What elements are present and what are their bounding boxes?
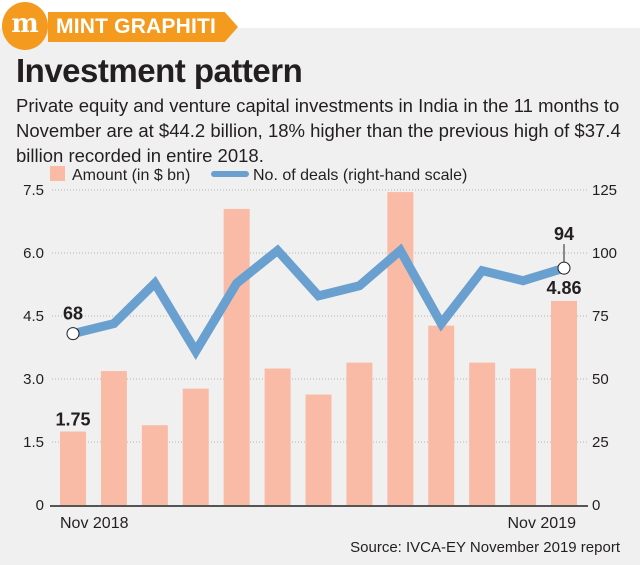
right-tick-label: 25 <box>592 434 609 451</box>
brand-banner: MINT GRAPHITI <box>48 12 238 42</box>
bar <box>346 362 373 505</box>
right-tick-label: 75 <box>592 308 609 325</box>
bar <box>428 325 455 505</box>
bar <box>305 394 332 505</box>
right-tick-label: 100 <box>592 245 617 262</box>
right-tick-label: 50 <box>592 371 609 388</box>
bar <box>387 192 414 505</box>
chart-subtitle: Private equity and venture capital inves… <box>16 95 621 166</box>
bar <box>264 368 291 505</box>
line-endpoint-marker <box>66 327 80 341</box>
left-tick-label: 0 <box>36 497 44 514</box>
left-tick-label: 4.5 <box>23 308 44 325</box>
chart-title: Investment pattern <box>16 52 303 89</box>
x-tick-first: Nov 2018 <box>60 515 129 532</box>
bar <box>100 371 127 505</box>
source-note: Source: IVCA-EY November 2019 report <box>350 539 621 556</box>
brand-name: MINT GRAPHITI <box>56 15 217 38</box>
x-tick-last: Nov 2019 <box>508 515 577 532</box>
legend-bar-label: Amount (in $ bn) <box>72 167 190 184</box>
deals-line <box>71 243 566 361</box>
line-label-last: 94 <box>554 224 574 244</box>
bar <box>141 425 168 505</box>
right-tick-label: 125 <box>592 182 617 199</box>
line-label-first: 68 <box>63 304 83 324</box>
bar <box>469 362 496 505</box>
left-tick-label: 1.5 <box>23 434 44 451</box>
bar <box>223 208 250 505</box>
bar-label-last: 4.86 <box>546 278 581 298</box>
bar <box>551 300 577 505</box>
line-endpoint-marker <box>557 261 571 275</box>
legend-bar-swatch <box>50 166 65 181</box>
bar <box>510 368 537 505</box>
bar <box>182 388 209 505</box>
left-tick-label: 3.0 <box>23 371 44 388</box>
left-tick-label: 6.0 <box>23 245 44 262</box>
bar <box>60 431 86 505</box>
left-tick-label: 7.5 <box>23 182 44 199</box>
bar-label-first: 1.75 <box>55 410 90 430</box>
mint-logo: m <box>2 2 48 50</box>
legend-line-label: No. of deals (right-hand scale) <box>253 167 467 184</box>
right-tick-label: 0 <box>592 497 600 514</box>
